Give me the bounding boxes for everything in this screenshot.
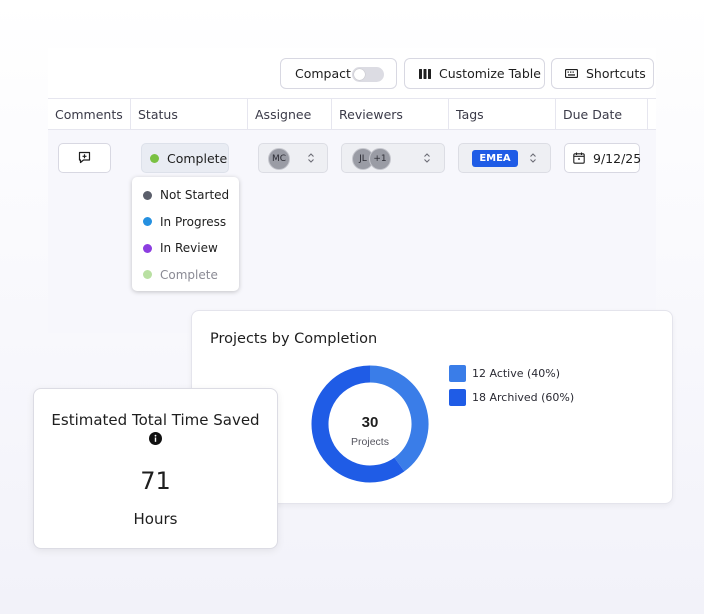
chevron-updown-icon [530, 153, 536, 163]
due-date-value: 9/12/25 [593, 150, 642, 166]
legend-swatch [449, 388, 466, 406]
status-value: Complete [167, 150, 228, 166]
legend-label: 12 Active (40%) [472, 366, 561, 380]
column-header-status[interactable]: Status [131, 99, 248, 130]
due-date-picker[interactable]: 9/12/25 [564, 143, 642, 173]
status-option-complete[interactable]: Complete [132, 262, 239, 289]
status-dot [143, 243, 152, 253]
status-option-label: Complete [160, 267, 218, 282]
tags-select[interactable]: EMEA [458, 143, 551, 173]
time-saved-unit: Hours [133, 510, 178, 528]
reviewers-select[interactable]: JL +1 [341, 143, 445, 173]
donut-center-value: 30 [362, 414, 379, 431]
compact-toggle-switch[interactable] [352, 67, 384, 82]
status-dot [143, 270, 152, 280]
chevron-updown-icon [308, 153, 314, 163]
time-saved-value: 71 [140, 467, 171, 495]
column-header-reviewers[interactable]: Reviewers [332, 99, 449, 130]
time-saved-title: Estimated Total Time Saved [51, 411, 260, 429]
column-header-tags[interactable]: Tags [449, 99, 556, 130]
legend-label: 18 Archived (60%) [472, 390, 575, 404]
donut-chart: 30 Projects [311, 365, 429, 483]
column-header-comments[interactable]: Comments [48, 99, 131, 130]
tag-badge: EMEA [472, 150, 518, 167]
assignee-avatar: MC [268, 148, 290, 170]
legend-item-archived: 18 Archived (60%) [449, 385, 574, 409]
donut-center-label: Projects [351, 436, 389, 448]
info-icon[interactable] [149, 432, 162, 445]
donut-slice-archived[interactable] [311, 365, 405, 483]
time-saved-card: Estimated Total Time Saved 71 Hours [33, 388, 278, 549]
reviewer-extra-avatar: +1 [369, 148, 391, 170]
status-option-label: In Review [160, 241, 218, 256]
calendar-icon [573, 152, 585, 164]
status-dot [143, 217, 152, 227]
chart-legend: 12 Active (40%) 18 Archived (60%) [449, 361, 574, 409]
legend-item-active: 12 Active (40%) [449, 361, 574, 385]
status-option-in-progress[interactable]: In Progress [132, 209, 239, 236]
chart-title: Projects by Completion [210, 331, 378, 347]
status-option-in-review[interactable]: In Review [132, 235, 239, 262]
keyboard-icon [565, 69, 578, 78]
status-select[interactable]: Complete [141, 143, 229, 173]
assignee-select[interactable]: MC [258, 143, 328, 173]
column-header-due-date[interactable]: Due Date [556, 99, 648, 130]
donut-slice-active[interactable] [369, 365, 429, 472]
shortcuts-button[interactable]: Shortcuts [551, 58, 654, 89]
legend-swatch [449, 364, 466, 382]
customize-table-button[interactable]: Customize Table [404, 58, 545, 89]
projects-by-completion-card: Projects by Completion 30 Projects 12 Ac… [191, 310, 673, 504]
add-comment-button[interactable] [58, 143, 111, 173]
status-option-label: In Progress [160, 214, 227, 229]
compact-toggle-button[interactable]: Compact [280, 58, 397, 89]
status-option-label: Not Started [160, 188, 230, 203]
table-toolbar: Compact Customize Table Shortcuts [48, 48, 656, 99]
column-header-assignee[interactable]: Assignee [248, 99, 332, 130]
shortcuts-label: Shortcuts [586, 66, 646, 81]
columns-icon [419, 68, 431, 79]
status-dropdown-menu: Not Started In Progress In Review Comple… [132, 177, 239, 291]
add-comment-icon [78, 149, 91, 168]
status-dot [150, 153, 159, 163]
customize-table-label: Customize Table [439, 66, 541, 81]
status-option-not-started[interactable]: Not Started [132, 182, 239, 209]
chevron-updown-icon [424, 153, 430, 163]
compact-label: Compact [295, 66, 351, 81]
table-header-row: Comments Status Assignee Reviewers Tags … [48, 99, 656, 130]
status-dot [143, 190, 152, 200]
